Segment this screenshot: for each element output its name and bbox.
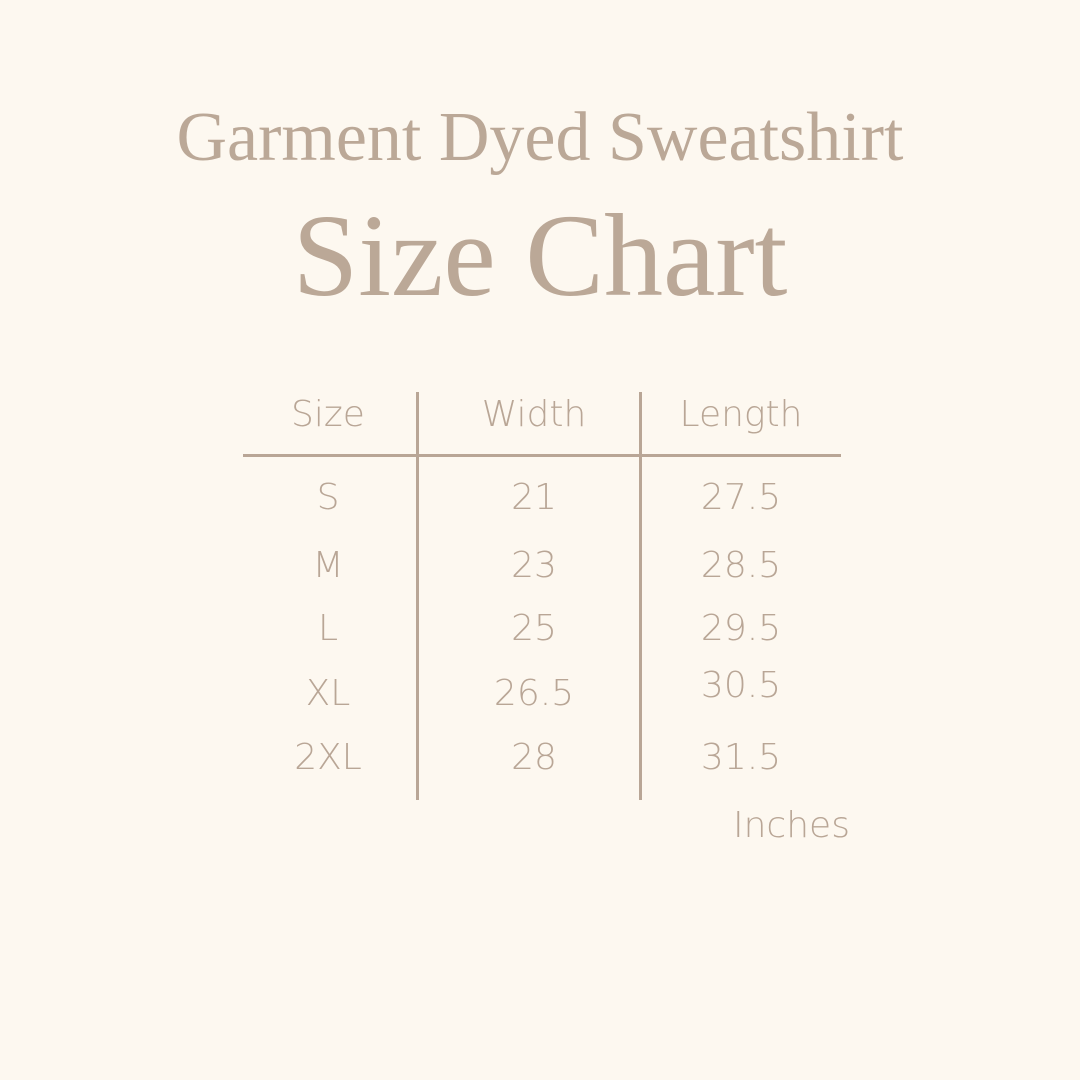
- row-width: 25: [511, 608, 557, 649]
- row-size: 2XL: [294, 737, 362, 778]
- row-width: 28: [511, 737, 557, 778]
- page-title: Size Chart: [292, 190, 788, 321]
- row-length: 30.5: [700, 665, 782, 706]
- header-size: Size: [291, 394, 365, 435]
- row-size: XL: [305, 673, 351, 714]
- row-length: 28.5: [700, 545, 782, 586]
- column-divider: [416, 392, 419, 800]
- column-divider: [639, 392, 642, 800]
- header-divider: [243, 454, 841, 457]
- row-length: 29.5: [700, 608, 782, 649]
- row-length: 31.5: [700, 737, 782, 778]
- row-size: M: [312, 545, 344, 586]
- row-width: 23: [511, 545, 557, 586]
- row-width: 21: [511, 477, 557, 518]
- row-length: 27.5: [700, 477, 782, 518]
- header-length: Length: [679, 394, 803, 435]
- unit-label: Inches: [733, 805, 850, 846]
- row-size: S: [316, 477, 340, 518]
- header-width: Width: [481, 394, 587, 435]
- row-size: L: [317, 608, 339, 649]
- product-title: Garment Dyed Sweatshirt: [176, 99, 904, 176]
- row-width: 26.5: [493, 673, 575, 714]
